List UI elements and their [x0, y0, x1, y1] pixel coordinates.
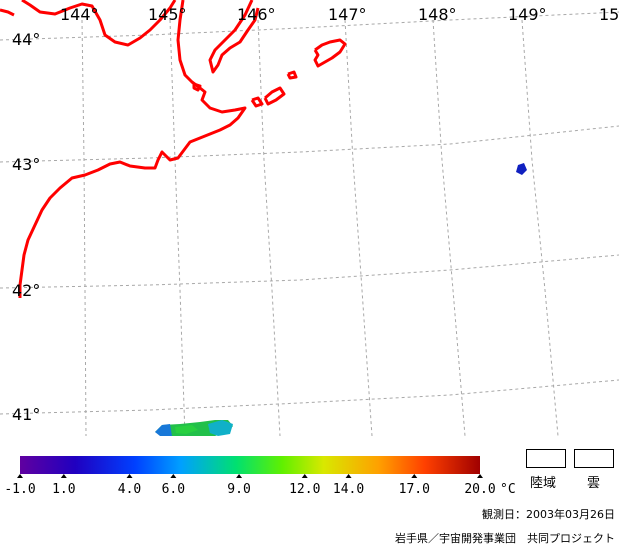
sea-patch-northeast: [516, 163, 527, 175]
sst-data: [155, 163, 527, 436]
lon-labels: 144° 145° 146° 147° 148° 149° 15: [60, 5, 619, 24]
meridian-145: [169, 19, 186, 437]
colorbar-tick-label: 20.0: [464, 482, 495, 497]
parallel-41: [0, 379, 619, 415]
island-small-2: [263, 86, 286, 106]
colorbar-ticks: -1.0 1.0 4.0 6.0 9.0 12.0 14.0 17.0 20.0 °C: [4, 474, 516, 497]
colorbar-tick-label: -1.0: [4, 482, 35, 497]
colorbar-tick-mark: [411, 474, 418, 478]
colorbar-tick-mark: [17, 474, 23, 478]
meridian-144: [81, 19, 87, 437]
lon-label-149: 149°: [508, 5, 547, 24]
lat-label-43: 43°: [12, 155, 40, 174]
lon-label-144: 144°: [60, 5, 99, 24]
colorbar-tick-mark: [170, 474, 177, 478]
colorbar-tick-mark: [126, 474, 133, 478]
shiretoko-peninsula: [208, 0, 260, 74]
cloud-swatch: [574, 449, 614, 468]
lon-label-148: 148°: [418, 5, 457, 24]
colorbar-tick-label: 6.0: [162, 482, 185, 497]
lon-label-146: 146°: [237, 5, 276, 24]
colorbar-tick-label: 12.0: [289, 482, 320, 497]
colorbar-tick-label: 4.0: [118, 482, 141, 497]
credit-line: 岩手県／宇宙開発事業団 共同プロジェクト: [395, 532, 615, 545]
hokkaido-north-coast: [21, 0, 177, 47]
island-small-1: [250, 96, 264, 108]
parallel-43: [0, 125, 619, 163]
colorbar-tick-label: 9.0: [227, 482, 250, 497]
observation-date: 観測日：2003年03月26日: [482, 508, 615, 521]
small-islet-2: [0, 8, 15, 17]
colorbar-unit: °C: [500, 482, 516, 497]
lon-label-145: 145°: [148, 5, 187, 24]
lat-label-44: 44°: [12, 30, 40, 49]
meridian-148: [432, 19, 466, 437]
colorbar: [20, 456, 480, 474]
lat-label-41: 41°: [12, 405, 40, 424]
land-swatch: [526, 449, 566, 468]
colorbar-tick-label: 1.0: [52, 482, 75, 497]
cloud-label: 雲: [587, 476, 601, 491]
colorbar-tick-mark: [60, 474, 67, 478]
land-label: 陸域: [530, 476, 557, 491]
hokkaido-east-coast: [18, 0, 247, 298]
coastline: [0, 0, 347, 298]
graticule: [0, 11, 619, 437]
small-islet: [192, 82, 202, 92]
parallel-42: [0, 254, 619, 289]
legend-background: [0, 437, 619, 546]
colorbar-tick-mark: [345, 474, 352, 478]
meridian-147: [344, 19, 373, 437]
island-small-3: [286, 70, 298, 80]
meridian-149: [521, 19, 559, 437]
lat-labels: 44° 43° 42° 41°: [12, 30, 40, 424]
colorbar-tick-mark: [477, 474, 483, 478]
island-kunashiri: [313, 38, 347, 68]
meridian-146: [257, 19, 281, 437]
colorbar-tick-label: 17.0: [399, 482, 430, 497]
lon-label-147: 147°: [328, 5, 367, 24]
colorbar-tick-mark: [236, 474, 243, 478]
colorbar-tick-label: 14.0: [333, 482, 364, 497]
colorbar-tick-mark: [301, 474, 308, 478]
lat-label-42: 42°: [12, 281, 40, 300]
sea-patch-south: [155, 420, 233, 436]
lon-label-150: 15: [599, 5, 619, 24]
parallel-44: [0, 11, 619, 41]
